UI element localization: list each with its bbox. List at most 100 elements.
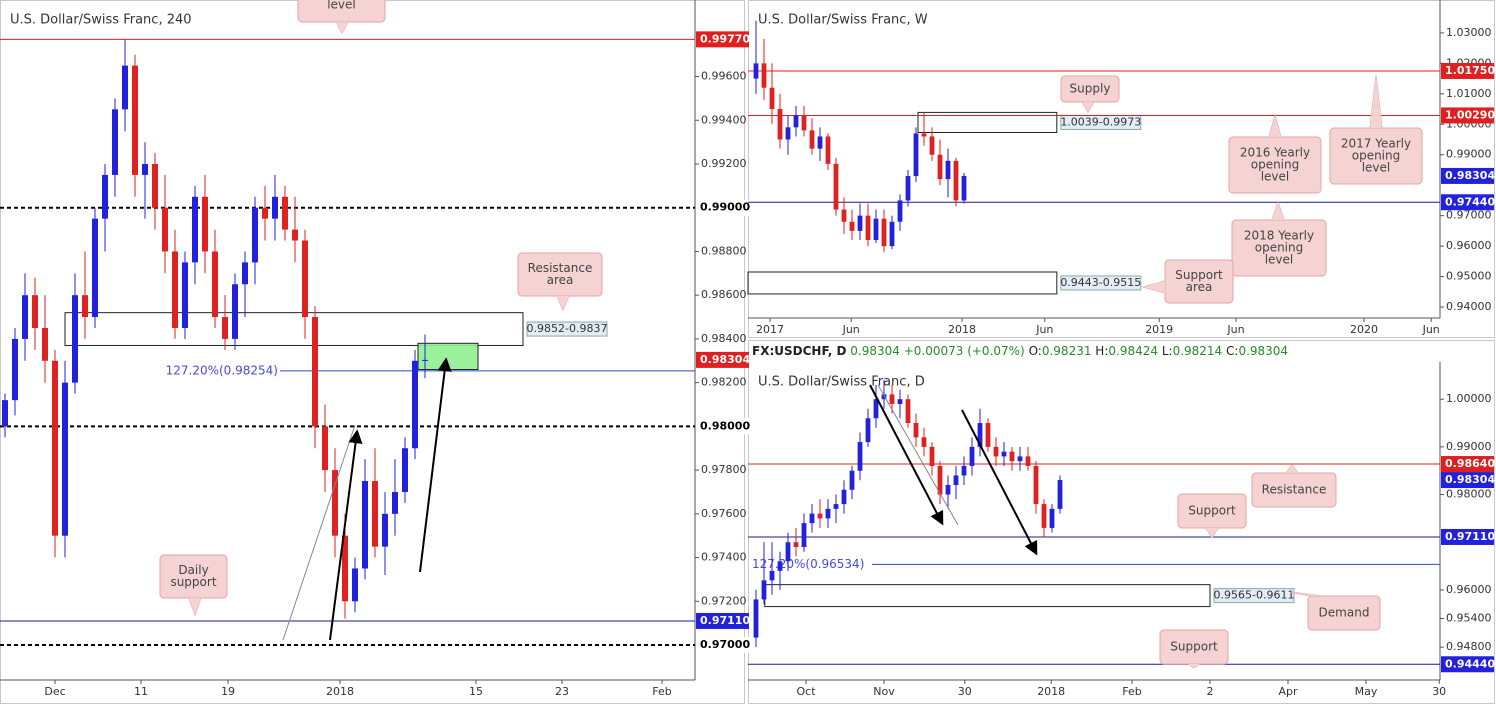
callout-pointer-fill [1286,465,1298,473]
callout-text: level [327,0,356,12]
price-tag [1441,167,1494,184]
x-tick-label: 19 [221,685,235,698]
callout-pointer-fill [336,22,348,33]
zone [917,111,1058,134]
candle-body [1025,456,1031,466]
callout-text: 2018 Yearly [1244,229,1314,243]
callout-pointer-fill [189,598,201,615]
candle-body [849,221,855,231]
arrow [869,384,944,526]
price-tag [1441,472,1494,489]
candle-body [905,399,911,424]
x-tick-label: 11 [134,685,148,698]
y-tick-label: 0.97200 [701,594,747,607]
candle-body [793,115,799,128]
candle-body [352,568,358,602]
candle-body [937,154,943,180]
candle-body [897,399,903,404]
ohlc-value: 0.98304 [1238,344,1288,358]
arrows [282,357,1038,641]
x-tick-label: 23 [555,685,569,698]
candle-body [382,513,388,547]
candle-body [857,215,863,231]
candle-body [825,508,831,519]
candle-body [913,423,919,438]
price-tag [1441,194,1494,211]
candle-body [889,221,895,247]
price-tag-label: 0.99000 [700,201,750,214]
candle-body [809,130,815,149]
panel-frame [0,0,745,704]
price-tag-label: 0.98640 [1445,457,1495,470]
ohlc-value: 0.98424 [1108,344,1158,358]
candle-body [953,160,959,201]
callout-text: opening [1255,241,1304,255]
x-tick-label: Feb [1122,685,1141,698]
y-tick-label: 1.03000 [1446,26,1492,39]
price: 0.98304 [850,344,900,358]
callout-text: 2016 Yearly [1240,146,1310,160]
price-tag-label: 0.98304 [700,353,750,366]
candle-body [342,535,348,602]
candle-body [122,65,128,110]
candle-body [777,109,783,140]
candle-body [761,580,767,600]
price-tag-label: 0.98304 [1445,169,1495,182]
price-tag [1441,107,1494,124]
symbol: FX:USDCHF, D [752,344,846,358]
y-tick-label: 0.99400 [701,113,747,126]
candle-body [52,360,58,536]
y-tick-label: 0.98200 [701,376,747,389]
callout-pointer-fill [557,296,569,310]
change: +0.00073 (+0.07%) [904,344,1025,358]
x-tick-label: 2019 [1145,323,1173,336]
y-tick-label: 0.99200 [701,157,747,170]
candle-body [2,400,8,427]
price-tag-label: 0.97110 [700,614,750,627]
candle-body [921,133,927,137]
candle-body [102,174,108,219]
price-tag-label: 1.00290 [1445,108,1495,121]
candle-body [849,470,855,490]
y-tick-label: 0.97400 [701,551,747,564]
callout-text: Demand [1319,606,1370,620]
candle-body [921,437,927,447]
y-tick-label: 0.94000 [1446,300,1492,313]
chart-title: U.S. Dollar/Swiss Franc, W [758,13,928,28]
candle-body [332,470,338,536]
y-tick-label: 0.97800 [701,463,747,476]
y-tick-label: 0.95000 [1446,270,1492,283]
candle-body [929,136,935,155]
candle-body [825,136,831,164]
candle-body [182,262,188,328]
zone [64,312,524,346]
candle-body [172,251,178,328]
candle-body [881,218,887,247]
candle-body [977,423,983,447]
zone-label: 0.9852-0.9837 [527,322,608,335]
candle-body [793,542,799,547]
candle-body [945,160,951,180]
candle-body [1041,504,1047,528]
candle-body [272,196,278,219]
price-tag-label: 1.01750 [1445,64,1495,77]
candle-body [937,465,943,495]
candle-body [1017,456,1023,462]
candle-body [897,200,903,222]
price-tag [696,418,749,435]
candle-body [1049,508,1055,528]
y-tick-label: 0.96000 [1446,583,1492,596]
callout-pointer-fill [1290,592,1322,596]
x-tick-label: Oct [796,685,816,698]
price-tag-label: 0.98304 [1445,473,1495,486]
candle-body [857,442,863,471]
candle-body [412,360,418,449]
candle-body [873,399,879,419]
candle-body [889,394,895,404]
candle-body [801,523,807,547]
arrow [419,357,452,573]
callout-pointer-fill [1206,528,1218,538]
y-tick-label: 0.98400 [701,332,747,345]
callout-text: Support [1170,640,1218,654]
